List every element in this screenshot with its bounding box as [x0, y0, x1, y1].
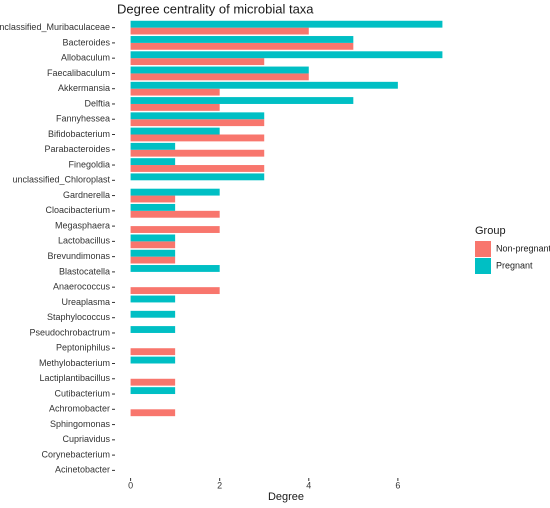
y-tick-label: Anaerococcus — [53, 282, 111, 292]
y-tick-label: unclassified_Chloroplast — [12, 175, 110, 185]
y-tick-label: Corynebacterium — [41, 449, 110, 459]
y-tick-label: Staphylococcus — [47, 312, 111, 322]
x-axis-label: Degree — [268, 491, 304, 503]
y-tick-label: Blastocatella — [59, 266, 110, 276]
bar — [130, 73, 309, 81]
y-tick-label: Sphingomonas — [50, 419, 111, 429]
y-tick-label: Megasphaera — [55, 220, 110, 230]
bar — [130, 81, 398, 89]
bar — [130, 326, 176, 333]
bar — [130, 97, 354, 104]
legend-title: Group — [475, 225, 506, 237]
bar — [130, 66, 309, 74]
y-tick-label: Bifidobacterium — [48, 129, 110, 139]
bar — [130, 348, 176, 356]
bar — [130, 188, 220, 196]
bar — [130, 20, 443, 28]
bar — [130, 195, 176, 203]
bar — [130, 409, 176, 417]
bar — [130, 112, 265, 120]
bar — [130, 378, 176, 386]
y-tick-label: Finegoldia — [68, 159, 110, 169]
y-tick-label: Allobaculum — [61, 53, 110, 63]
y-tick-label: Cupriavidus — [62, 434, 110, 444]
y-tick-label: Faecalibaculum — [47, 68, 110, 78]
y-tick-label: Bacteroides — [62, 37, 110, 47]
y-tick-label: Akkermansia — [58, 83, 110, 93]
x-tick-label: 0 — [128, 480, 133, 490]
bar — [130, 36, 354, 43]
bar — [130, 265, 220, 272]
y-tick-label: Cloacibacterium — [45, 205, 110, 215]
y-tick-label: Peptoniphilus — [56, 343, 111, 353]
x-tick-label: 6 — [395, 480, 400, 490]
bar — [130, 210, 220, 218]
y-tick-label: Brevundimonas — [47, 251, 110, 261]
y-tick-label: unclassified_Muribaculaceae — [0, 22, 110, 32]
x-tick-label: 2 — [217, 480, 222, 490]
bar — [130, 310, 176, 318]
y-tick-label: Ureaplasma — [61, 297, 110, 307]
bar — [130, 158, 176, 166]
y-tick-label: Delftia — [84, 98, 110, 108]
x-tick-label: 4 — [306, 480, 311, 490]
bar — [130, 51, 443, 59]
bar — [130, 103, 220, 111]
bar — [130, 58, 265, 66]
y-tick-label: Methylobacterium — [39, 358, 110, 368]
bar — [130, 127, 220, 135]
bar — [130, 256, 176, 264]
bar — [130, 27, 309, 35]
legend-swatch — [475, 241, 491, 257]
y-tick-label: Pseudochrobactrum — [29, 327, 110, 337]
legend-swatch — [475, 258, 491, 274]
bar — [130, 287, 220, 295]
y-tick-label: Lactiplantibacillus — [39, 373, 110, 383]
y-tick-label: Acinetobacter — [55, 465, 110, 475]
bar — [130, 203, 176, 211]
bar — [130, 249, 176, 257]
bar — [130, 241, 176, 249]
y-tick-label: Gardnerella — [63, 190, 110, 200]
chart-title: Degree centrality of microbial taxa — [117, 1, 314, 16]
bar — [130, 119, 265, 127]
legend-label: Non-pregnant — [496, 243, 550, 253]
bar — [130, 356, 176, 364]
bar — [130, 149, 265, 157]
bar — [130, 387, 176, 395]
bar — [130, 134, 265, 142]
y-tick-label: Fannyhessea — [56, 114, 110, 124]
legend-label: Pregnant — [496, 260, 533, 270]
bar — [130, 234, 176, 242]
bar — [130, 295, 176, 303]
bar — [130, 226, 220, 233]
bar — [130, 42, 354, 50]
y-tick-label: Parabacteroides — [44, 144, 110, 154]
y-tick-label: Achromobacter — [49, 404, 110, 414]
bar — [130, 173, 265, 181]
y-tick-label: Cutibacterium — [54, 388, 110, 398]
bar — [130, 165, 265, 172]
y-tick-label: Lactobacillus — [58, 236, 111, 246]
bar — [130, 142, 176, 150]
bar — [130, 88, 220, 96]
